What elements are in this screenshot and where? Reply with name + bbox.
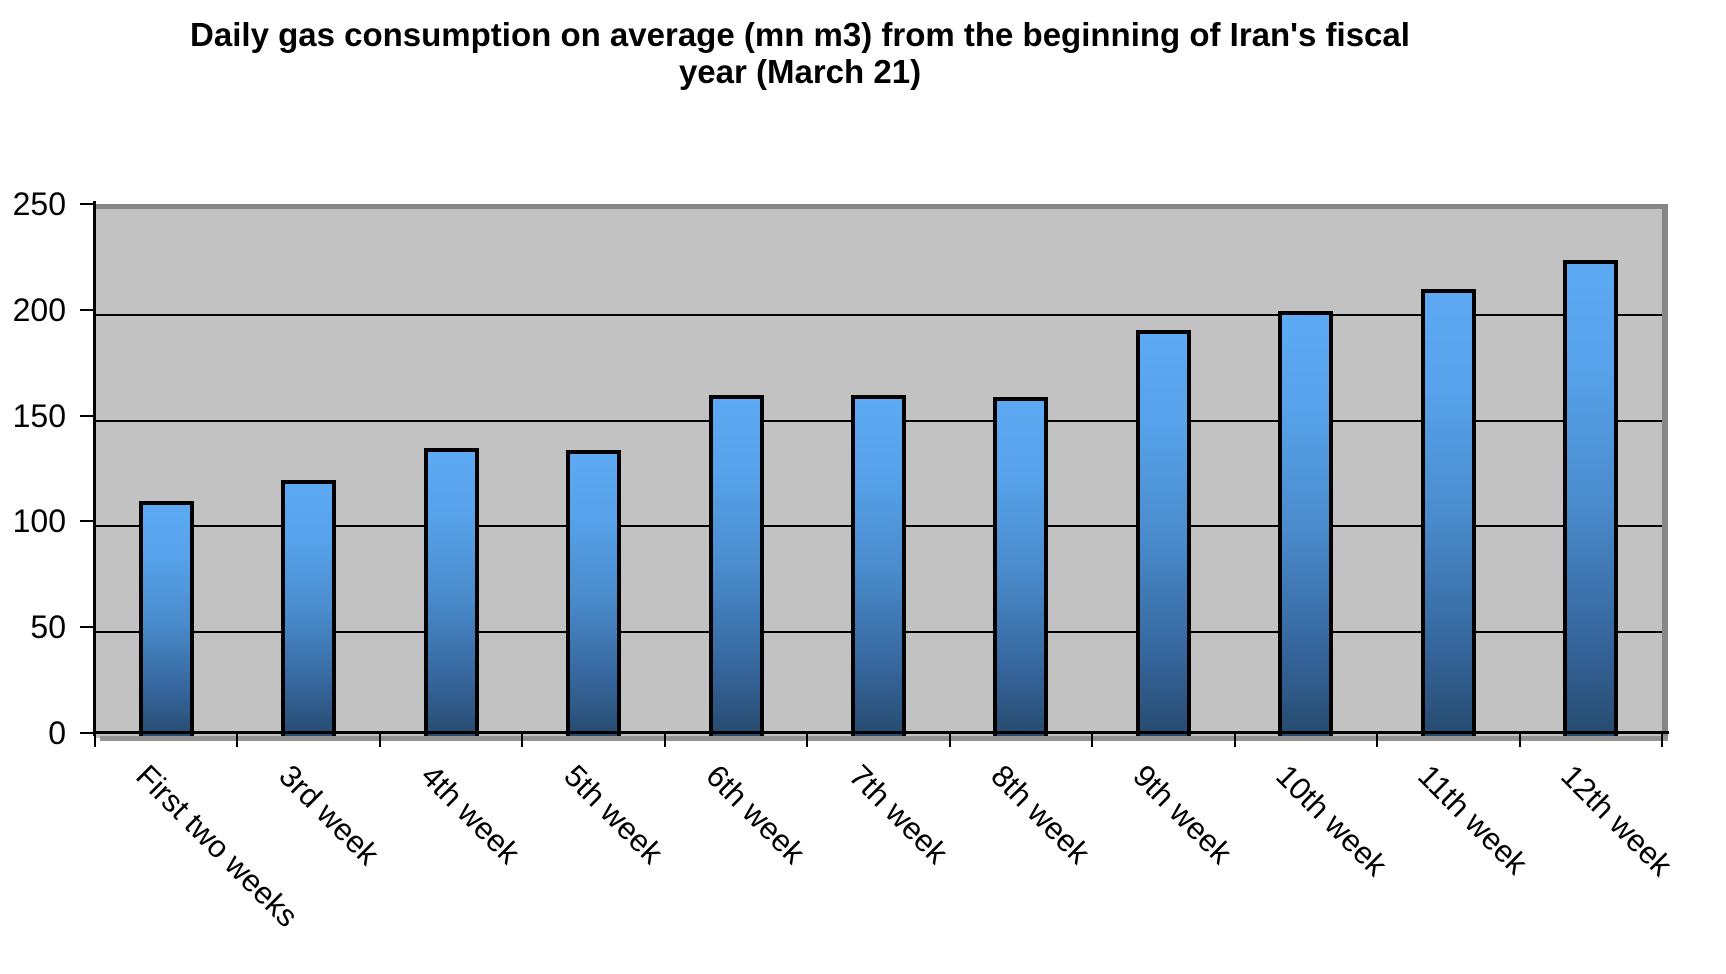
x-tick-1 bbox=[236, 734, 239, 747]
bar-10th-week bbox=[1278, 311, 1334, 738]
x-axis-label-7th-week: 7th week bbox=[841, 758, 955, 871]
y-axis-label-0: 0 bbox=[48, 715, 66, 751]
x-axis-label-11th-week: 11th week bbox=[1411, 758, 1535, 882]
y-axis-label-200: 200 bbox=[12, 291, 66, 328]
bar-3rd-week bbox=[281, 480, 337, 738]
x-tick-3 bbox=[521, 734, 524, 747]
x-axis-label-6th-week: 6th week bbox=[699, 758, 812, 871]
plot-area bbox=[95, 204, 1668, 738]
y-tick-150 bbox=[80, 414, 94, 417]
gridline-200 bbox=[95, 313, 1662, 316]
x-tick-6 bbox=[948, 734, 951, 747]
bar-12th-week bbox=[1563, 260, 1619, 738]
x-axis-label-5th-week: 5th week bbox=[556, 758, 670, 871]
bar-4th-week bbox=[423, 448, 479, 738]
bar-8th-week bbox=[993, 397, 1049, 738]
y-axis-label-150: 150 bbox=[12, 397, 66, 434]
x-axis-label-12th-week: 12th week bbox=[1554, 758, 1679, 883]
chart-title-line-1: Daily gas consumption on average (mn m3)… bbox=[190, 16, 1410, 53]
x-axis-label-9th-week: 9th week bbox=[1126, 758, 1240, 871]
y-axis-label-100: 100 bbox=[12, 503, 66, 540]
x-axis-label-10th-week: 10th week bbox=[1269, 758, 1394, 883]
x-axis-line bbox=[93, 731, 1669, 734]
x-tick-11 bbox=[1661, 734, 1663, 747]
x-axis-label-8th-week: 8th week bbox=[984, 758, 1097, 871]
x-tick-2 bbox=[378, 734, 381, 747]
y-tick-100 bbox=[80, 520, 94, 523]
x-tick-4 bbox=[663, 734, 666, 747]
x-axis-label-3rd-week: 3rd week bbox=[271, 758, 386, 872]
y-axis-label-50: 50 bbox=[30, 609, 66, 646]
bar-5th-week bbox=[566, 450, 622, 738]
x-tick-9 bbox=[1376, 734, 1379, 747]
y-axis-line bbox=[93, 201, 96, 736]
bar-6th-week bbox=[708, 395, 764, 738]
bar-9th-week bbox=[1135, 330, 1191, 738]
bar-11th-week bbox=[1420, 289, 1476, 738]
x-tick-7 bbox=[1091, 734, 1094, 747]
x-axis-label-4th-week: 4th week bbox=[414, 758, 527, 871]
bar-first-two-weeks bbox=[138, 501, 194, 738]
plot-area-shadow bbox=[100, 736, 1668, 741]
bar-7th-week bbox=[851, 395, 906, 738]
x-tick-8 bbox=[1233, 734, 1236, 747]
y-tick-0 bbox=[80, 732, 94, 734]
x-tick-5 bbox=[806, 734, 809, 747]
y-tick-250 bbox=[80, 203, 94, 205]
x-tick-0 bbox=[94, 734, 96, 747]
chart-title-line-2: year (March 21) bbox=[678, 53, 922, 90]
y-tick-50 bbox=[80, 626, 94, 629]
y-tick-200 bbox=[80, 308, 94, 311]
chart-title: Daily gas consumption on average (mn m3)… bbox=[0, 16, 1600, 90]
x-tick-10 bbox=[1518, 734, 1521, 747]
y-axis-label-250: 250 bbox=[12, 186, 66, 222]
